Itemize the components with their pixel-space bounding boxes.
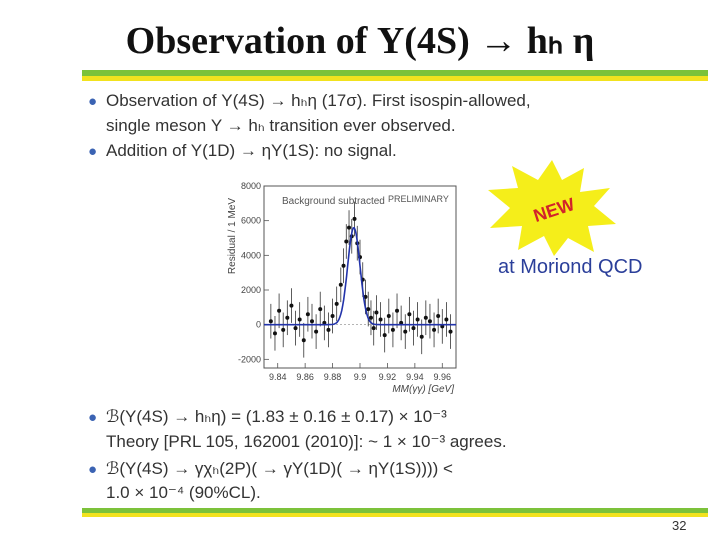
data-point — [403, 329, 408, 334]
data-point — [371, 326, 376, 331]
bullet-1-line1: Observation of Υ(4S) → hₕη (17σ). First … — [106, 91, 531, 110]
data-point — [436, 314, 441, 318]
starburst-shape — [488, 160, 616, 256]
data-point — [268, 319, 273, 324]
data-point — [285, 315, 290, 320]
data-point — [344, 239, 349, 244]
data-point — [341, 263, 346, 268]
data-point — [289, 303, 294, 308]
plot-frame — [263, 185, 457, 369]
bullet-4-line2: 1.0 × 10⁻⁴ (90%CL). — [106, 483, 261, 502]
slide-title: Observation of Υ(4S) → hₕ η — [125, 20, 595, 62]
data-point — [374, 310, 379, 315]
data-point — [411, 326, 416, 331]
data-point — [419, 334, 424, 339]
data-point — [338, 282, 343, 287]
bullet-1-line2: single meson Υ → hₕ transition ever obse… — [106, 116, 456, 135]
bullet-3-line1: ℬ(Υ(4S) → hₕη) = (1.83 ± 0.16 ± 0.17) × … — [106, 407, 447, 426]
x-tick-label: 9.84 — [269, 372, 287, 382]
data-point — [334, 301, 339, 306]
data-point — [297, 317, 302, 322]
x-tick-label: 9.96 — [434, 372, 452, 382]
data-point — [326, 327, 331, 332]
data-point — [272, 331, 277, 336]
residual-plot: 9.84 9.86 9.88 9.9 9.92 9.94 9.96 -2000 0 2000 400… — [227, 181, 457, 395]
data-point — [310, 319, 314, 324]
data-point — [448, 329, 453, 334]
x-tick-label: 9.94 — [406, 372, 424, 382]
title-rule-green — [82, 70, 708, 76]
data-point — [444, 317, 449, 322]
bullet-2-line1: Addition of Y(1D) → ηY(1S): no signal. — [106, 141, 397, 160]
badge-caption: at Moriond QCD — [498, 256, 643, 278]
data-point — [432, 327, 437, 332]
data-point — [293, 326, 298, 331]
data-point — [281, 327, 286, 332]
y-tick-label: 8000 — [241, 181, 261, 191]
data-point — [305, 312, 310, 317]
data-point — [347, 225, 352, 230]
data-point — [407, 312, 412, 317]
data-point — [330, 314, 335, 318]
bullet-4-line1: ℬ(Υ(4S) → γχₕ(2P)( → γΥ(1D)( → ηΥ(1S))))… — [106, 459, 453, 478]
x-tick-label: 9.92 — [379, 372, 397, 382]
y-tick-label: 4000 — [241, 250, 261, 260]
data-point — [352, 216, 357, 221]
bullet-dot-icon: ● — [88, 409, 98, 426]
data-point — [423, 315, 428, 320]
data-point — [314, 329, 319, 334]
bullet-1: ● Observation of Υ(4S) → hₕη (17σ). First… — [88, 90, 531, 113]
bullet-2: ● Addition of Y(1D) → ηY(1S): no signal. — [88, 140, 397, 163]
data-point — [318, 307, 323, 312]
x-tick-label: 9.86 — [296, 372, 314, 382]
page-number: 32 — [672, 518, 687, 533]
y-tick-label: 2000 — [241, 285, 261, 295]
y-tick-label: -2000 — [238, 354, 261, 364]
data-point — [390, 327, 395, 332]
x-tick-label: 9.9 — [354, 372, 367, 382]
footer-rule-yellow — [82, 513, 708, 517]
y-tick-label: 6000 — [241, 216, 261, 226]
bullet-dot-icon: ● — [88, 461, 98, 478]
data-point — [277, 308, 282, 313]
annotation-background: Background subtracted — [282, 196, 385, 207]
footer-rule-green — [82, 508, 708, 513]
title-rule-yellow — [82, 76, 708, 81]
data-point — [366, 307, 371, 312]
data-point — [386, 314, 391, 318]
data-point — [378, 317, 383, 322]
data-point — [415, 317, 420, 322]
data-point — [382, 333, 387, 338]
x-axis-label: MM(γγ) [GeV] — [392, 384, 454, 395]
y-axis-label: Residual / 1 MeV — [227, 198, 238, 274]
bullet-dot-icon: ● — [88, 143, 98, 160]
fit-curve — [264, 226, 456, 326]
x-tick-label: 9.88 — [324, 372, 342, 382]
annotation-preliminary: PRELIMINARY — [388, 194, 449, 204]
new-badge: NEW — [488, 160, 616, 256]
data-point — [301, 338, 306, 343]
y-tick-label: 0 — [256, 320, 261, 330]
data-point — [395, 308, 400, 313]
data-point — [427, 319, 432, 324]
data-point — [368, 315, 373, 320]
bullet-4: ● ℬ(Υ(4S) → γχₕ(2P)( → γΥ(1D)( → ηΥ(1S)))… — [88, 458, 453, 481]
bullet-3-line2: Theory [PRL 105, 162001 (2010)]: ~ 1 × 1… — [106, 432, 507, 451]
bullet-3: ● ℬ(Υ(4S) → hₕη) = (1.83 ± 0.16 ± 0.17) ×… — [88, 406, 447, 429]
bullet-dot-icon: ● — [88, 93, 98, 110]
